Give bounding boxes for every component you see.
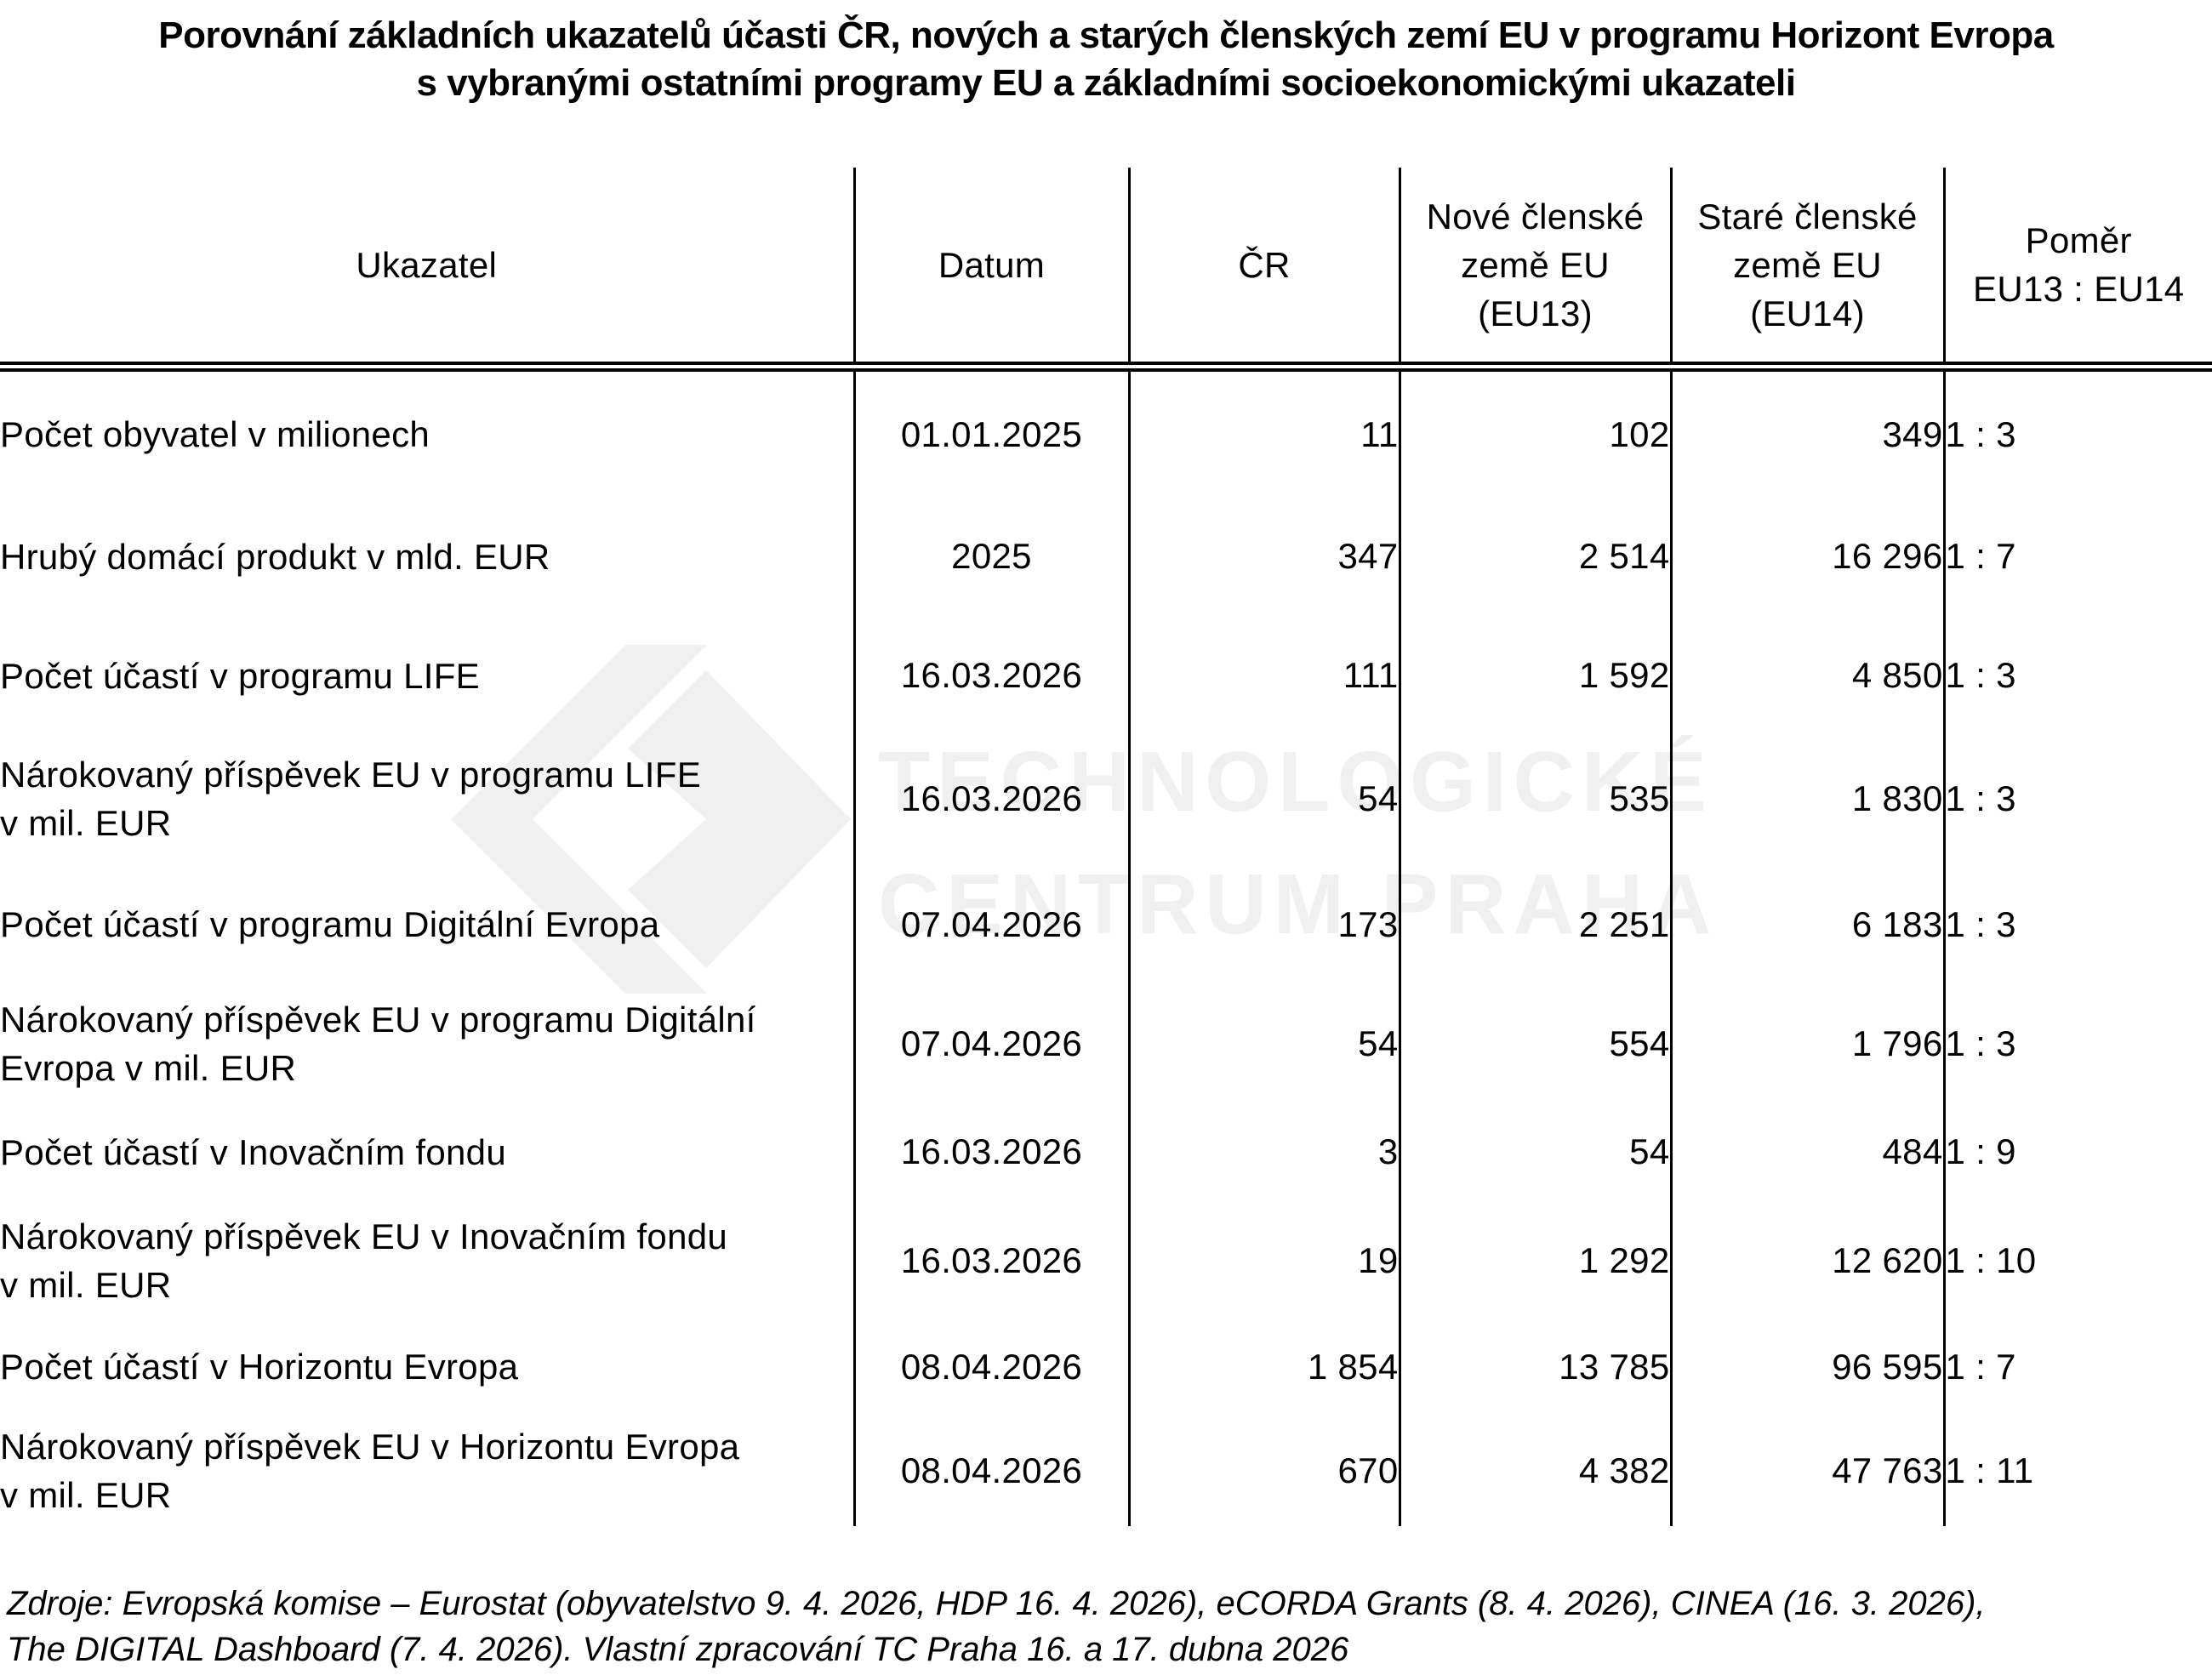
cell-eu13: 1 292: [1398, 1203, 1671, 1318]
cell-eu14: 1 830: [1669, 735, 1944, 863]
cell-ukazatel: Nárokovaný příspěvek EU v programu Digit…: [0, 999, 756, 1088]
cell-pomer: 1 : 3: [1942, 735, 2212, 863]
column-header-eu14: Staré členské země EU (EU14): [1669, 168, 1944, 372]
cell-cr: 3: [1127, 1101, 1400, 1203]
cell-pomer: 1 : 11: [1942, 1416, 2212, 1526]
cell-eu14: 6 183: [1669, 863, 1944, 986]
cell-datum: 07.04.2026: [852, 986, 1129, 1101]
cell-eu13: 1 592: [1398, 616, 1671, 735]
cell-ukazatel: Počet účastí v Horizontu Evropa: [0, 1347, 519, 1387]
table-row: Nárokovaný příspěvek EU v Inovačním fond…: [0, 1203, 2212, 1318]
cell-eu14: 96 595: [1669, 1318, 1944, 1416]
sources-note-line-2: The DIGITAL Dashboard (7. 4. 2026). Vlas…: [7, 1631, 1349, 1668]
cell-eu14: 4 850: [1669, 616, 1944, 735]
cell-cr: 173: [1127, 863, 1400, 986]
cell-eu14: 1 796: [1669, 986, 1944, 1101]
cell-pomer: 1 : 7: [1942, 1318, 2212, 1416]
cell-eu13: 102: [1398, 367, 1671, 497]
cell-eu14: 47 763: [1669, 1416, 1944, 1526]
page-title: Porovnání základních ukazatelů účasti ČR…: [0, 12, 2212, 107]
cell-eu13: 4 382: [1398, 1416, 1671, 1526]
cell-datum: 16.03.2026: [852, 1101, 1129, 1203]
column-header-ukazatel: Ukazatel: [0, 168, 854, 372]
cell-eu13: 2 251: [1398, 863, 1671, 986]
cell-datum: 01.01.2025: [852, 367, 1129, 497]
sources-note: Zdroje: Evropská komise – Eurostat (obyv…: [7, 1581, 1986, 1672]
cell-eu14: 12 620: [1669, 1203, 1944, 1318]
comparison-table: Ukazatel Datum ČR Nové členské země EU (…: [0, 168, 2212, 1526]
cell-eu13: 554: [1398, 986, 1671, 1101]
table-row: Počet účastí v Horizontu Evropa 08.04.20…: [0, 1318, 2212, 1416]
tc-praha-logo-watermark-icon: [451, 645, 851, 994]
table-row: Počet účastí v programu LIFE 16.03.2026 …: [0, 616, 2212, 735]
column-header-eu13: Nové členské země EU (EU13): [1398, 168, 1671, 372]
cell-eu13: 13 785: [1398, 1318, 1671, 1416]
cell-eu13: 535: [1398, 735, 1671, 863]
cell-eu14: 349: [1669, 367, 1944, 497]
cell-cr: 54: [1127, 986, 1400, 1101]
cell-pomer: 1 : 7: [1942, 497, 2212, 616]
cell-datum: 16.03.2026: [852, 1203, 1129, 1318]
table-row: Nárokovaný příspěvek EU v programu Digit…: [0, 986, 2212, 1101]
column-header-pomer: Poměr EU13 : EU14: [1942, 168, 2212, 372]
cell-ukazatel: Počet obyvatel v milionech: [0, 414, 430, 454]
table-header-row: Ukazatel Datum ČR Nové členské země EU (…: [0, 168, 2212, 372]
table-row: Hrubý domácí produkt v mld. EUR 2025 347…: [0, 497, 2212, 616]
table-row: Nárokovaný příspěvek EU v programu LIFE …: [0, 735, 2212, 863]
table-row: Počet obyvatel v milionech 01.01.2025 11…: [0, 367, 2212, 497]
cell-cr: 19: [1127, 1203, 1400, 1318]
cell-pomer: 1 : 3: [1942, 863, 2212, 986]
cell-eu14: 16 296: [1669, 497, 1944, 616]
cell-datum: 07.04.2026: [852, 863, 1129, 986]
cell-cr: 347: [1127, 497, 1400, 616]
cell-cr: 111: [1127, 616, 1400, 735]
table-row: Počet účastí v Inovačním fondu 16.03.202…: [0, 1101, 2212, 1203]
page-title-line-1: Porovnání základních ukazatelů účasti ČR…: [158, 14, 2054, 56]
cell-datum: 16.03.2026: [852, 735, 1129, 863]
cell-eu13: 2 514: [1398, 497, 1671, 616]
cell-pomer: 1 : 3: [1942, 986, 2212, 1101]
column-header-datum: Datum: [852, 168, 1129, 372]
page-title-line-2: s vybranými ostatními programy EU a zákl…: [416, 62, 1796, 104]
cell-cr: 670: [1127, 1416, 1400, 1526]
cell-datum: 08.04.2026: [852, 1318, 1129, 1416]
sources-note-line-1: Zdroje: Evropská komise – Eurostat (obyv…: [7, 1585, 1986, 1622]
cell-eu13: 54: [1398, 1101, 1671, 1203]
table-row: Nárokovaný příspěvek EU v Horizontu Evro…: [0, 1416, 2212, 1526]
cell-datum: 08.04.2026: [852, 1416, 1129, 1526]
cell-ukazatel: Počet účastí v programu LIFE: [0, 655, 480, 696]
cell-ukazatel: Počet účastí v Inovačním fondu: [0, 1131, 506, 1172]
cell-pomer: 1 : 9: [1942, 1101, 2212, 1203]
cell-cr: 1 854: [1127, 1318, 1400, 1416]
cell-eu14: 484: [1669, 1101, 1944, 1203]
cell-ukazatel: Počet účastí v programu Digitální Evropa: [0, 904, 660, 944]
cell-pomer: 1 : 3: [1942, 367, 2212, 497]
cell-datum: 2025: [852, 497, 1129, 616]
table-row: Počet účastí v programu Digitální Evropa…: [0, 863, 2212, 986]
cell-ukazatel: Nárokovaný příspěvek EU v programu LIFE …: [0, 755, 702, 843]
cell-ukazatel: Nárokovaný příspěvek EU v Horizontu Evro…: [0, 1427, 740, 1515]
column-header-cr: ČR: [1127, 168, 1400, 372]
cell-cr: 11: [1127, 367, 1400, 497]
cell-datum: 16.03.2026: [852, 616, 1129, 735]
cell-ukazatel: Hrubý domácí produkt v mld. EUR: [0, 536, 550, 577]
cell-pomer: 1 : 3: [1942, 616, 2212, 735]
cell-pomer: 1 : 10: [1942, 1203, 2212, 1318]
cell-ukazatel: Nárokovaný příspěvek EU v Inovačním fond…: [0, 1216, 728, 1305]
cell-cr: 54: [1127, 735, 1400, 863]
